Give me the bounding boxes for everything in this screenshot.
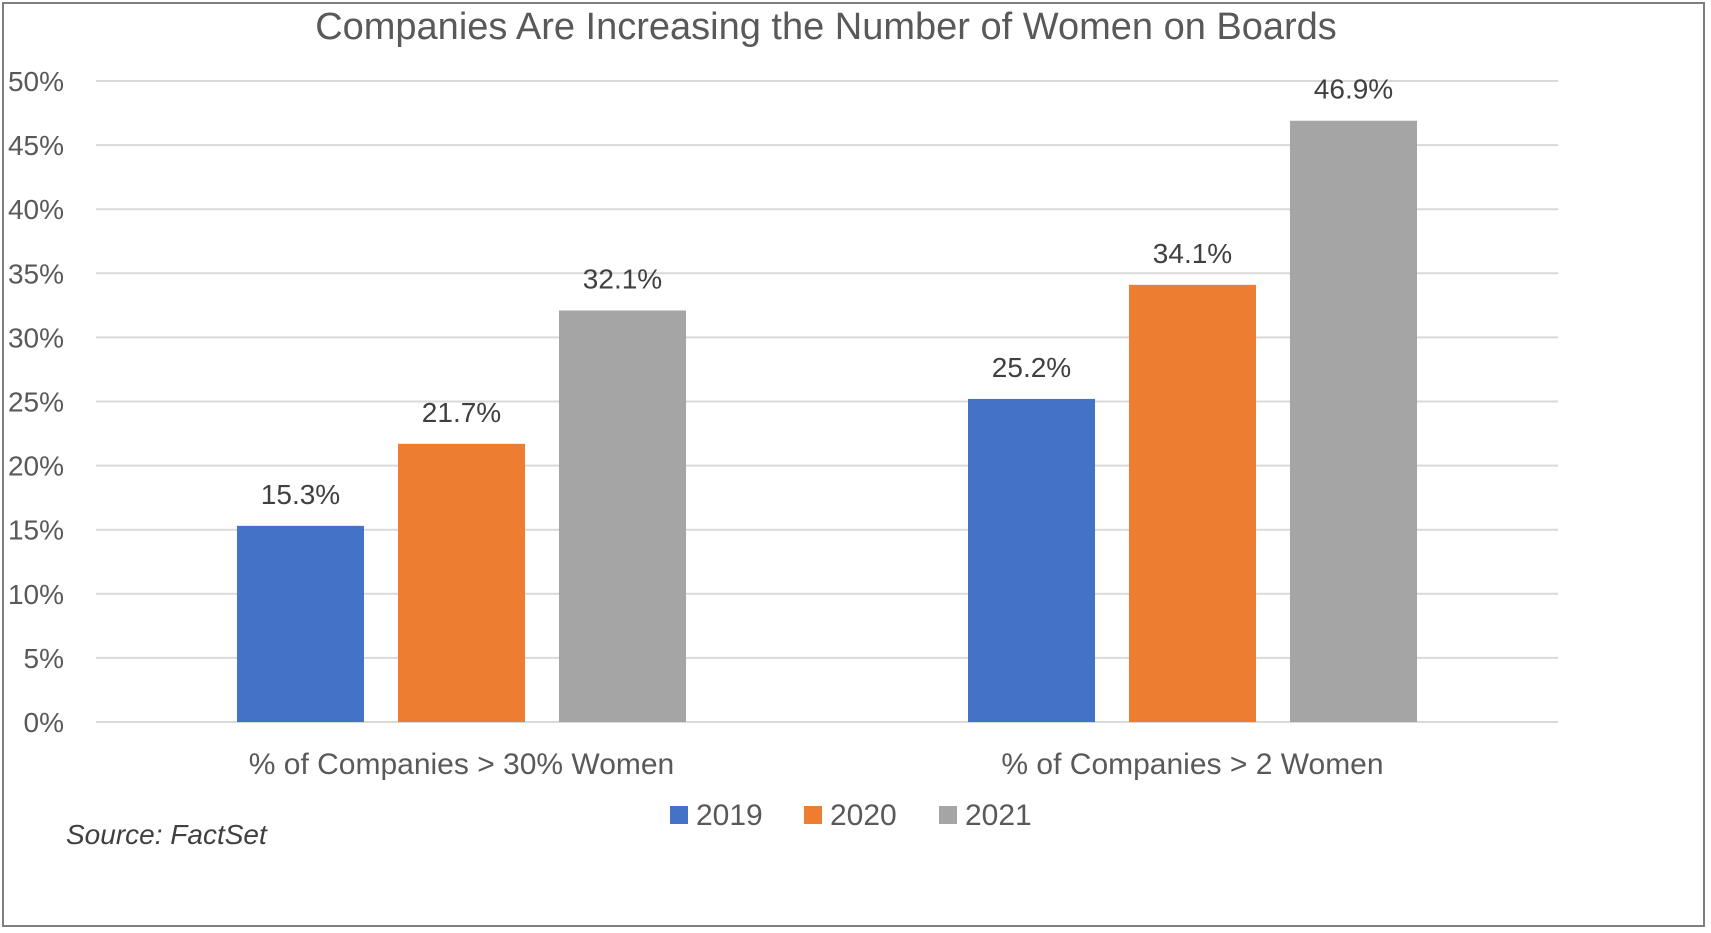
- data-label-2019-2: 25.2%: [992, 352, 1071, 383]
- category-labels: % of Companies > 30% Women % of Companies…: [249, 748, 1384, 781]
- category-label-1: % of Companies > 30% Women: [249, 748, 675, 781]
- y-tick-label: 20%: [8, 451, 64, 482]
- data-labels: 15.3% 21.7% 32.1% 25.2% 34.1% 46.9%: [261, 74, 1393, 510]
- y-tick-label: 10%: [8, 579, 64, 610]
- legend-label-2021: 2021: [965, 799, 1032, 832]
- y-axis-ticks: 0% 5% 10% 15% 20% 25% 30% 35% 40% 45% 50%: [8, 66, 64, 738]
- legend-label-2020: 2020: [830, 799, 897, 832]
- chart-title: Companies Are Increasing the Number of W…: [315, 6, 1337, 48]
- y-tick-label: 5%: [24, 643, 64, 674]
- y-tick-label: 15%: [8, 515, 64, 546]
- legend-swatch-2020: [804, 806, 822, 824]
- bar-2020-1: [398, 443, 525, 722]
- y-tick-label: 25%: [8, 387, 64, 418]
- bar-2021-2: [1290, 120, 1417, 722]
- legend-label-2019: 2019: [696, 799, 763, 832]
- source-note: Source: FactSet: [66, 819, 268, 850]
- data-label-2021-1: 32.1%: [583, 263, 662, 294]
- data-label-2019-1: 15.3%: [261, 479, 340, 510]
- y-tick-label: 30%: [8, 322, 64, 353]
- category-label-2: % of Companies > 2 Women: [1001, 748, 1383, 781]
- legend-swatch-2021: [939, 806, 957, 824]
- data-label-2021-2: 46.9%: [1314, 74, 1393, 105]
- y-tick-label: 35%: [8, 258, 64, 289]
- data-label-2020-2: 34.1%: [1153, 238, 1232, 269]
- bar-chart: Companies Are Increasing the Number of W…: [8, 6, 1558, 850]
- bar-2021-1: [559, 310, 686, 722]
- bar-2020-2: [1129, 284, 1256, 722]
- y-tick-label: 40%: [8, 194, 64, 225]
- y-tick-label: 0%: [24, 707, 64, 738]
- data-label-2020-1: 21.7%: [422, 397, 501, 428]
- y-tick-label: 45%: [8, 130, 64, 161]
- bars: [237, 120, 1417, 722]
- bar-2019-2: [968, 398, 1095, 722]
- y-tick-label: 50%: [8, 66, 64, 97]
- legend: 2019 2020 2021: [670, 799, 1032, 832]
- legend-swatch-2019: [670, 806, 688, 824]
- bar-2019-1: [237, 525, 364, 722]
